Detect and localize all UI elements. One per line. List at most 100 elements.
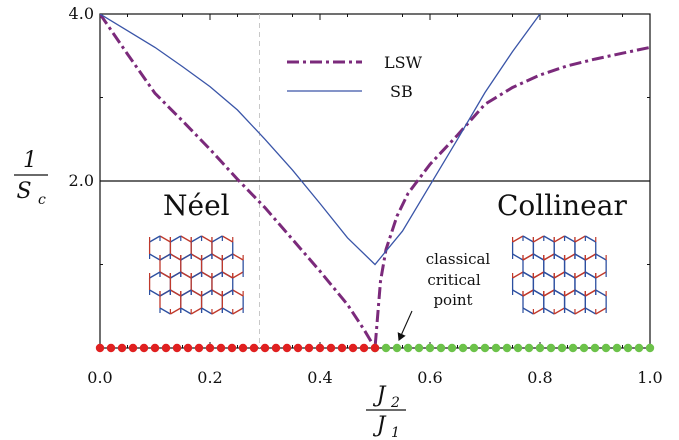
legend: LSW SB (287, 53, 423, 101)
lattice-bond (222, 235, 234, 243)
collinear-phase-point (381, 343, 391, 353)
neel-phase-point (150, 343, 160, 353)
lattice-bond (595, 307, 607, 315)
lattice-bond (564, 307, 576, 315)
legend-lsw-label: LSW (384, 53, 423, 72)
collinear-phase-point (414, 343, 424, 353)
neel-phase-point (183, 343, 193, 353)
critical-point-annotation: classical critical point (397, 250, 490, 342)
neel-phase-point (370, 343, 380, 353)
collinear-phase-point (535, 343, 545, 353)
x-axis-label-denominator-subscript: 1 (391, 425, 400, 440)
lattice-bond (159, 253, 171, 261)
lattice-bond (553, 307, 565, 315)
y-axis-label-denominator: S (16, 179, 31, 204)
neel-phase-point (271, 343, 281, 353)
lattice-bond (180, 235, 192, 243)
lattice-bond (543, 235, 555, 243)
collinear-lattice-inset-image (511, 235, 607, 315)
lattice-bond (574, 253, 586, 261)
lattice-bond (211, 289, 223, 297)
lattice-bond (170, 271, 182, 279)
neel-phase-point (293, 343, 303, 353)
lattice-bond (222, 307, 234, 315)
x-axis-label-numerator-subscript: 2 (390, 395, 400, 411)
lattice-bond (512, 289, 524, 297)
neel-phase-point (359, 343, 369, 353)
lattice-bond (574, 235, 586, 243)
x-tick-label: 0.0 (87, 368, 112, 387)
neel-phase-point (128, 343, 138, 353)
lattice-bond (512, 271, 524, 279)
neel-phase-point (304, 343, 314, 353)
neel-phase-point (172, 343, 182, 353)
lattice-bond (159, 289, 171, 297)
lattice-bond (585, 271, 597, 279)
collinear-phase-point (502, 343, 512, 353)
collinear-phase-label: Collinear (497, 189, 627, 222)
lattice-bond (595, 253, 607, 261)
lattice-bond (595, 289, 607, 297)
x-tick-label: 0.4 (307, 368, 332, 387)
lattice-bond (564, 289, 576, 297)
lattice-bond (190, 307, 202, 315)
lattice-bond (232, 253, 244, 261)
neel-phase-point (260, 343, 270, 353)
neel-phase-point (238, 343, 248, 353)
collinear-phase-point (458, 343, 468, 353)
collinear-phase-point (447, 343, 457, 353)
lattice-bond (201, 235, 213, 243)
lattice-bond (585, 253, 597, 261)
collinear-phase-point (524, 343, 534, 353)
collinear-phase-point (513, 343, 523, 353)
neel-phase-point (106, 343, 116, 353)
lattice-bond (211, 307, 223, 315)
collinear-phase-point (491, 343, 501, 353)
y-axis-label-numerator: 1 (23, 148, 37, 173)
collinear-phase-point (403, 343, 413, 353)
y-tick-label: 2.0 (69, 171, 94, 190)
collinear-phase-point (568, 343, 578, 353)
lattice-bond (232, 271, 244, 279)
critical-point-text-line-2: critical (427, 271, 481, 289)
neel-phase-point (194, 343, 204, 353)
lattice-bond (522, 253, 534, 261)
lattice-bond (533, 235, 545, 243)
lattice-bond (201, 253, 213, 261)
lattice-bond (585, 307, 597, 315)
collinear-phase-point (623, 343, 633, 353)
lattice-bond (232, 307, 244, 315)
x-axis-label: J 2 J 1 (366, 383, 406, 440)
lattice-bond (149, 289, 161, 297)
lattice-bond (159, 271, 171, 279)
lattice-bond (574, 307, 586, 315)
lattice-bond (149, 235, 161, 243)
lattice-bond (222, 271, 234, 279)
lattice-bond (522, 235, 534, 243)
lattice-bond (190, 289, 202, 297)
lattice-bond (595, 271, 607, 279)
collinear-phase-point (601, 343, 611, 353)
x-axis-label-numerator: J (373, 383, 387, 408)
lattice-bond (533, 253, 545, 261)
lattice-bond (211, 253, 223, 261)
lattice-bond (222, 253, 234, 261)
neel-phase-point (282, 343, 292, 353)
lattice-bond (170, 235, 182, 243)
lattice-bond (522, 271, 534, 279)
collinear-phase-point (579, 343, 589, 353)
lattice-bond (170, 307, 182, 315)
lattice-bond (159, 307, 171, 315)
neel-phase-point (227, 343, 237, 353)
x-axis: 0.0 0.2 0.4 0.6 0.8 1.0 (87, 14, 663, 387)
lattice-bond (201, 271, 213, 279)
neel-phase-point (315, 343, 325, 353)
lattice-bond (564, 253, 576, 261)
collinear-phase-point (392, 343, 402, 353)
x-tick-label: 1.0 (637, 368, 662, 387)
phase-points (95, 343, 655, 353)
lattice-bond (543, 307, 555, 315)
y-axis-label-denominator-subscript: c (38, 192, 46, 208)
neel-phase-point (249, 343, 259, 353)
lattice-bond (533, 289, 545, 297)
